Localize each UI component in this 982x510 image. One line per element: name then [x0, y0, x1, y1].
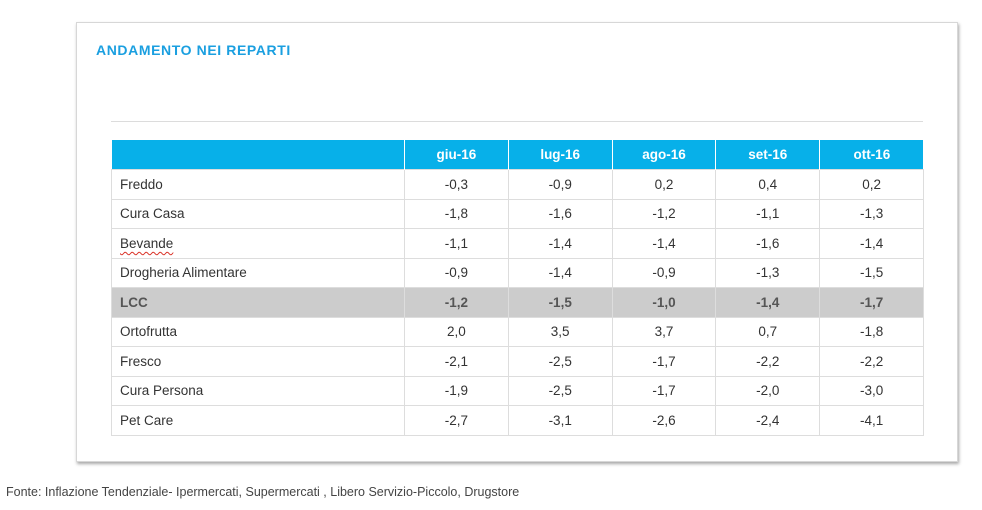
table-row: Freddo -0,3 -0,9 0,2 0,4 0,2 [111, 169, 924, 200]
header-month: set-16 [715, 140, 821, 170]
source-caption: Fonte: Inflazione Tendenziale- Ipermerca… [6, 485, 520, 499]
cell-value: -1,4 [819, 228, 924, 259]
cell-value: 3,5 [507, 316, 613, 347]
cell-value: -1,3 [819, 198, 924, 229]
cell-value: -0,9 [404, 257, 509, 288]
cell-value: 0,7 [715, 316, 821, 347]
cell-value: 0,2 [819, 169, 924, 200]
header-month: ago-16 [612, 140, 717, 170]
header-department [111, 140, 405, 170]
header-month: lug-16 [508, 140, 613, 170]
table-row: Cura Persona -1,9 -2,5 -1,7 -2,0 -3,0 [111, 375, 924, 406]
table-row: Cura Casa -1,8 -1,6 -1,2 -1,1 -1,3 [111, 198, 924, 229]
cell-value: -2,0 [715, 375, 821, 406]
table-row: Drogheria Alimentare -0,9 -1,4 -0,9 -1,3… [111, 257, 924, 288]
row-label: Ortofrutta [111, 316, 405, 347]
cell-value: -1,0 [611, 287, 717, 318]
cell-value: -1,2 [404, 287, 509, 318]
cell-value: -1,9 [404, 375, 509, 406]
cell-value: -2,7 [404, 405, 509, 436]
cell-value: -1,4 [507, 228, 613, 259]
cell-value: -1,7 [611, 346, 717, 377]
row-label: Cura Casa [111, 198, 405, 229]
departments-table: giu-16 lug-16 ago-16 set-16 ott-16 Fredd… [111, 140, 924, 436]
cell-value: -1,1 [404, 228, 509, 259]
cell-value: -2,5 [507, 346, 613, 377]
cell-value: -1,2 [611, 198, 717, 229]
row-label: Fresco [111, 346, 405, 377]
header-month: giu-16 [404, 140, 509, 170]
cell-value: -1,4 [507, 257, 613, 288]
cell-value: -1,6 [715, 228, 821, 259]
table-row: Fresco -2,1 -2,5 -1,7 -2,2 -2,2 [111, 346, 924, 377]
row-label: Pet Care [111, 405, 405, 436]
card-title: ANDAMENTO NEI REPARTI [96, 42, 291, 58]
cell-value: -0,9 [507, 169, 613, 200]
cell-value: -1,3 [715, 257, 821, 288]
row-label: LCC [111, 287, 405, 318]
table-row: Pet Care -2,7 -3,1 -2,6 -2,4 -4,1 [111, 405, 924, 436]
cell-value: -2,4 [715, 405, 821, 436]
cell-value: 2,0 [404, 316, 509, 347]
cell-value: -0,9 [611, 257, 717, 288]
row-label: Bevande [111, 228, 405, 259]
table-row: Ortofrutta 2,0 3,5 3,7 0,7 -1,8 [111, 316, 924, 347]
cell-value: -1,4 [715, 287, 821, 318]
row-label: Freddo [111, 169, 405, 200]
table-header-row: giu-16 lug-16 ago-16 set-16 ott-16 [111, 140, 924, 170]
cell-value: -1,4 [611, 228, 717, 259]
cell-value: -1,1 [715, 198, 821, 229]
cell-value: -1,5 [507, 287, 613, 318]
header-month: ott-16 [819, 140, 924, 170]
cell-value: 0,4 [715, 169, 821, 200]
cell-value: -2,5 [507, 375, 613, 406]
cell-value: -2,6 [611, 405, 717, 436]
table-row-highlighted: LCC -1,2 -1,5 -1,0 -1,4 -1,7 [111, 287, 924, 318]
cell-value: -4,1 [819, 405, 924, 436]
table-row: Bevande -1,1 -1,4 -1,4 -1,6 -1,4 [111, 228, 924, 259]
cell-value: -1,7 [819, 287, 924, 318]
cell-value: -1,6 [507, 198, 613, 229]
row-label: Cura Persona [111, 375, 405, 406]
report-card: ANDAMENTO NEI REPARTI giu-16 lug-16 ago-… [76, 22, 958, 462]
divider [111, 121, 923, 122]
spellcheck-label: Bevande [120, 235, 174, 251]
cell-value: -1,8 [404, 198, 509, 229]
cell-value: -2,2 [819, 346, 924, 377]
cell-value: -0,3 [404, 169, 509, 200]
cell-value: -3,0 [819, 375, 924, 406]
cell-value: 3,7 [611, 316, 717, 347]
cell-value: -1,8 [819, 316, 924, 347]
cell-value: -1,7 [611, 375, 717, 406]
cell-value: 0,2 [611, 169, 717, 200]
cell-value: -1,5 [819, 257, 924, 288]
cell-value: -2,2 [715, 346, 821, 377]
cell-value: -2,1 [404, 346, 509, 377]
cell-value: -3,1 [507, 405, 613, 436]
row-label: Drogheria Alimentare [111, 257, 405, 288]
